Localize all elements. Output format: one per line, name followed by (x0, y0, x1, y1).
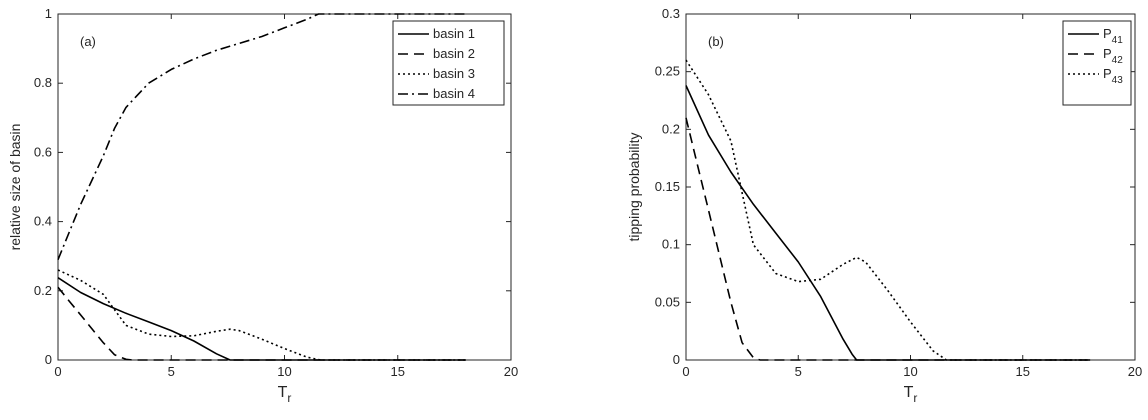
series-line-solid (685, 85, 1091, 361)
legend: basin 1 basin 2 basin 3 basin 4 (392, 20, 505, 106)
x-tick-label: 0 (54, 364, 61, 379)
x-tick-label: 20 (1128, 364, 1142, 379)
y-tick-label: 0.6 (34, 144, 52, 159)
legend-box (392, 20, 505, 106)
x-tick-label: 10 (903, 364, 917, 379)
panel-label: (b) (708, 34, 724, 49)
series-line-dashdot (57, 13, 466, 261)
y-tick-label: 0 (45, 352, 52, 367)
legend-label: basin 2 (433, 46, 475, 61)
series-line-dotted (685, 59, 1091, 361)
series-line-solid (57, 277, 466, 361)
legend-label: P43 (1103, 66, 1123, 86)
series-line-dotted (57, 269, 466, 361)
x-tick-label: 20 (504, 364, 518, 379)
y-tick-label: 0.2 (34, 283, 52, 298)
legend-label: basin 4 (433, 86, 475, 101)
legend-label: basin 1 (433, 26, 475, 41)
y-axis-label: relative size of basin (7, 124, 23, 251)
x-tick-label: 5 (795, 364, 802, 379)
y-tick-label: 0.25 (655, 64, 680, 79)
x-axis-label: Tr (904, 384, 918, 405)
series-line-dashed (685, 117, 1091, 361)
y-tick-label: 0.8 (34, 75, 52, 90)
legend-label: P42 (1103, 46, 1123, 66)
y-tick-label: 0.05 (655, 294, 680, 309)
y-tick-label: 0.15 (655, 179, 680, 194)
panel-label: (a) (80, 34, 96, 49)
y-tick-label: 0 (673, 352, 680, 367)
y-axis-label: tipping probability (626, 133, 642, 242)
y-tick-label: 0.4 (34, 214, 52, 229)
y-tick-label: 0.2 (662, 121, 680, 136)
y-tick-label: 0.1 (662, 237, 680, 252)
series-line-dashed (57, 286, 466, 361)
y-tick-label: 1 (45, 6, 52, 21)
legend-label: basin 3 (433, 66, 475, 81)
legend-label: P41 (1103, 26, 1123, 46)
legend-box (1062, 20, 1132, 106)
chart-panel-a: 0 5 10 15 20 0 0.2 0.4 0.6 0.8 1 Tr relative size of… (7, 6, 518, 405)
x-tick-label: 10 (277, 364, 291, 379)
x-tick-label: 5 (168, 364, 175, 379)
x-tick-label: 15 (1016, 364, 1030, 379)
y-tick-label: 0.3 (662, 6, 680, 21)
chart-panel-b: 0 5 10 15 20 0 0.05 0.1 0.15 0.2 0.25 0.3 Tr tipping … (626, 6, 1142, 405)
x-axis-label: Tr (278, 384, 292, 405)
x-tick-label: 0 (682, 364, 689, 379)
x-tick-label: 15 (391, 364, 405, 379)
